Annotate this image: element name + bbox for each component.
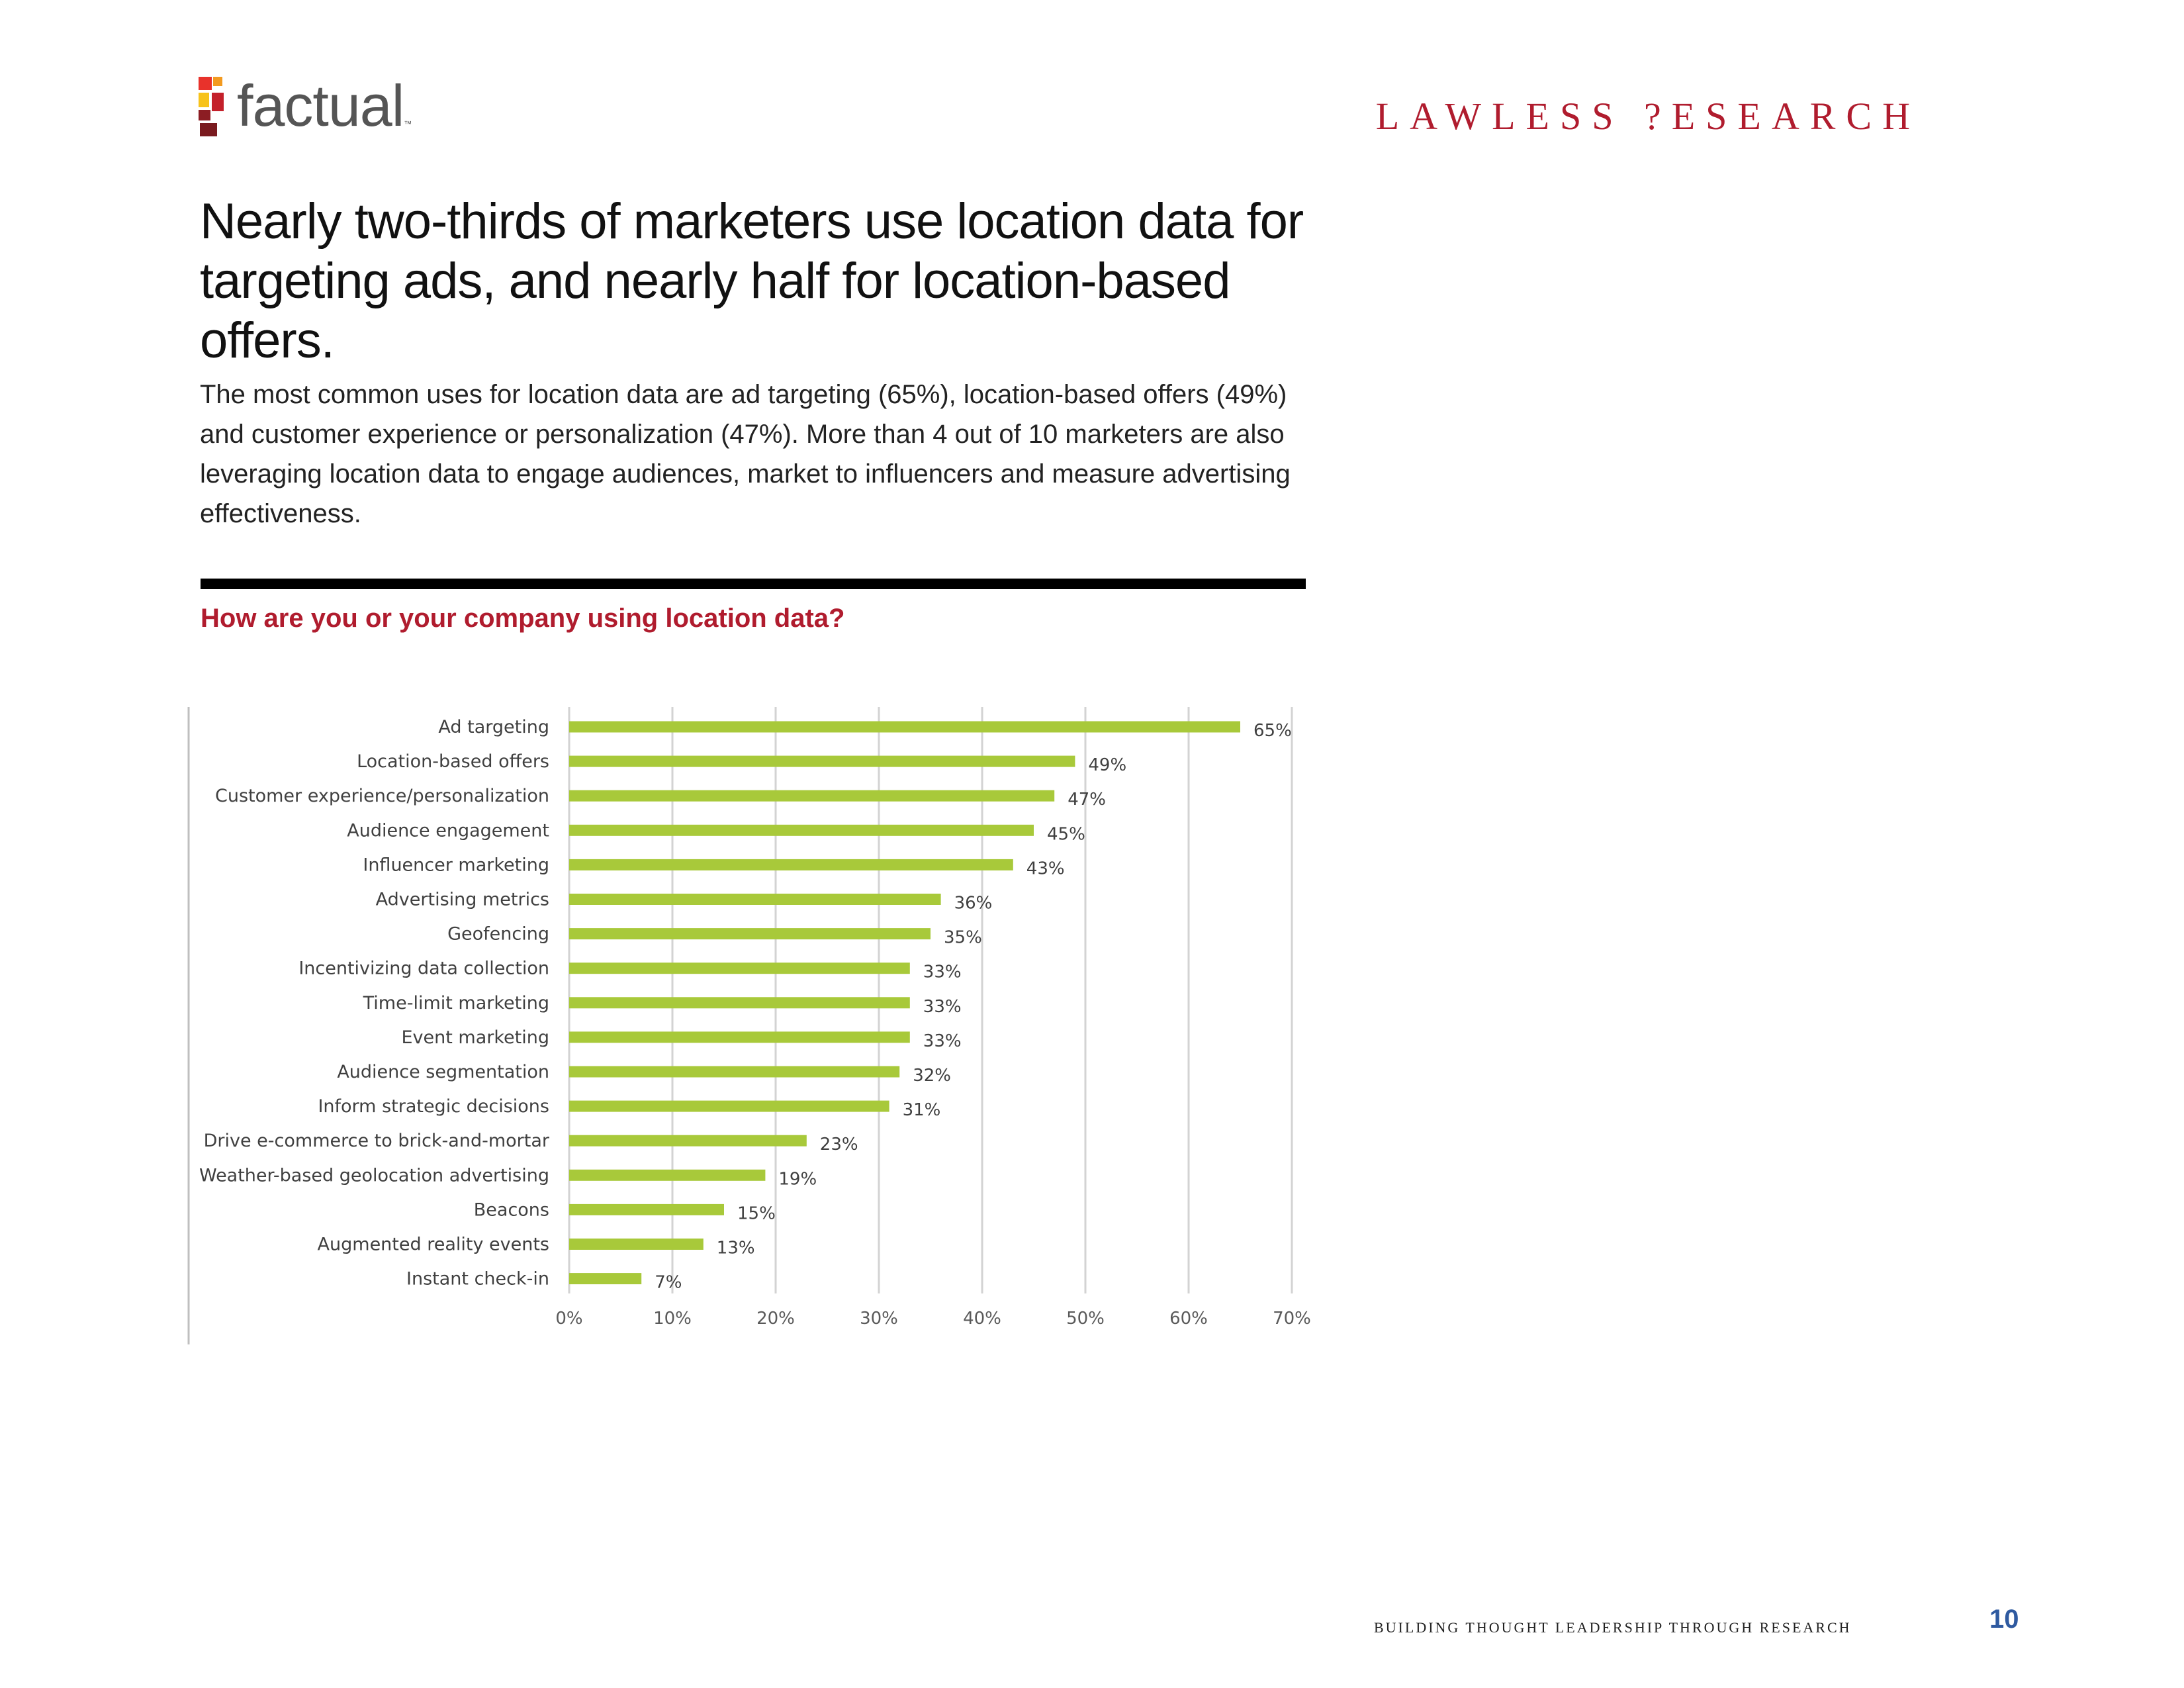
bar: [569, 790, 1055, 802]
x-tick-label: 60%: [1169, 1309, 1208, 1329]
x-tick-label: 0%: [555, 1309, 582, 1329]
data-label: 35%: [944, 928, 982, 948]
category-label: Geofencing: [447, 924, 549, 945]
x-tick-label: 40%: [963, 1309, 1001, 1329]
category-label: Event marketing: [401, 1027, 549, 1048]
category-label: Augmented reality events: [318, 1235, 549, 1255]
category-label: Instant check-in: [406, 1269, 549, 1289]
lawless-research-logo: LAWLESS ?ESEARCH: [1375, 95, 1921, 138]
survey-question: How are you or your company using locati…: [201, 604, 845, 633]
data-label: 47%: [1068, 790, 1106, 810]
page-number: 10: [1989, 1605, 2019, 1634]
bar: [569, 1135, 807, 1147]
category-label: Weather-based geolocation advertising: [199, 1165, 549, 1186]
data-label: 33%: [923, 1031, 962, 1051]
bar: [569, 721, 1240, 733]
category-label: Drive e-commerce to brick-and-mortar: [204, 1131, 550, 1151]
section-divider: [201, 579, 1306, 589]
category-label: Beacons: [474, 1199, 549, 1220]
chart-container: 0% 10% 20% 30% 40% 50% 60% 70% Ad targeting 65% Lo…: [187, 707, 1326, 1344]
bar: [569, 824, 1034, 836]
bar: [569, 1066, 900, 1078]
bar: [569, 894, 941, 905]
bar: [569, 1239, 704, 1250]
category-label: Incentivizing data collection: [298, 959, 549, 979]
bar: [569, 859, 1013, 870]
bar: [569, 1273, 642, 1285]
category-label: Customer experience/personalization: [215, 786, 549, 806]
factual-logo-trademark: ™: [404, 119, 412, 128]
bar: [569, 1203, 724, 1215]
category-label: Audience engagement: [347, 820, 549, 841]
data-label: 32%: [913, 1066, 951, 1086]
data-label: 15%: [737, 1203, 776, 1223]
bar: [569, 1100, 889, 1112]
factual-logo: factual ™: [199, 74, 412, 138]
bar: [569, 1031, 910, 1043]
factual-logo-mark-icon: [199, 75, 225, 136]
data-label: 33%: [923, 997, 962, 1017]
data-label: 23%: [820, 1135, 858, 1154]
data-label: 45%: [1047, 824, 1085, 844]
data-label: 36%: [954, 894, 993, 914]
bar: [569, 755, 1075, 767]
data-label: 19%: [778, 1169, 817, 1189]
x-tick-label: 20%: [756, 1309, 795, 1329]
x-tick-label: 30%: [860, 1309, 898, 1329]
data-label: 33%: [923, 962, 962, 982]
category-label: Ad targeting: [438, 717, 549, 737]
bar-chart: 0% 10% 20% 30% 40% 50% 60% 70% Ad targeting 65% Lo…: [187, 707, 1311, 1344]
data-label: 7%: [655, 1273, 682, 1293]
bar: [569, 962, 910, 974]
footer-tagline: BUILDING THOUGHT LEADERSHIP THROUGH RESE…: [1374, 1619, 1852, 1636]
page-title: Nearly two-thirds of marketers use locat…: [200, 193, 1304, 369]
category-label: Advertising metrics: [376, 890, 549, 910]
data-label: 43%: [1026, 859, 1065, 878]
bar: [569, 997, 910, 1009]
x-tick-label: 50%: [1066, 1309, 1105, 1329]
intro-paragraph: The most common uses for location data a…: [200, 380, 1291, 528]
category-label: Audience segmentation: [337, 1062, 549, 1082]
bar: [569, 928, 931, 940]
data-label: 31%: [903, 1100, 941, 1120]
data-label: 65%: [1253, 721, 1292, 741]
data-label: 49%: [1088, 755, 1126, 775]
x-tick-label: 70%: [1273, 1309, 1311, 1329]
x-tick-label: 10%: [653, 1309, 692, 1329]
category-label: Influencer marketing: [363, 855, 549, 875]
category-label: Time-limit marketing: [363, 993, 549, 1013]
bar: [569, 1169, 766, 1181]
category-label: Location-based offers: [357, 751, 549, 772]
category-label: Inform strategic decisions: [318, 1096, 549, 1117]
factual-logo-text: factual: [237, 73, 404, 138]
data-label: 13%: [717, 1239, 755, 1258]
